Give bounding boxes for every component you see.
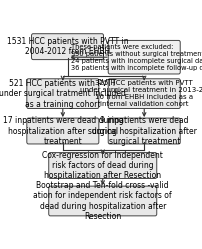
Text: 9 inpatients were dead
during hospitalization after
surgical treatment: 9 inpatients were dead during hospitaliz… xyxy=(92,116,197,146)
FancyBboxPatch shape xyxy=(108,79,180,109)
FancyBboxPatch shape xyxy=(49,186,157,216)
FancyBboxPatch shape xyxy=(32,34,104,60)
Text: Bootstrap and Ten-fold cross -valid
ation for independent risk factors of
dead d: Bootstrap and Ten-fold cross -valid atio… xyxy=(33,181,172,221)
FancyBboxPatch shape xyxy=(49,153,157,179)
Text: 521 HCC patients with PVTT
under surgical tratment included
as a training cohort: 521 HCC patients with PVTT under surgica… xyxy=(0,79,126,109)
Text: 325 HCC patients with PVTT
under surgical treatment in 2013-20
16 from EHBH incl: 325 HCC patients with PVTT under surgica… xyxy=(80,80,202,107)
Text: Cox-regression for Independent
risk factors of dead during
hospitalization after: Cox-regression for Independent risk fact… xyxy=(42,151,163,181)
Text: These patients were excluded:
950 patients without surgical treatment;
24 patien: These patients were excluded: 950 patien… xyxy=(72,44,202,71)
Text: 17 inpatients were dead during
hospitalization after surgical
treatment: 17 inpatients were dead during hospitali… xyxy=(2,116,123,146)
FancyBboxPatch shape xyxy=(27,118,99,144)
FancyBboxPatch shape xyxy=(108,40,180,74)
FancyBboxPatch shape xyxy=(108,118,180,144)
Text: 1531 HCC patients with PVTT in
2004-2012 from EHBH: 1531 HCC patients with PVTT in 2004-2012… xyxy=(7,37,128,56)
FancyBboxPatch shape xyxy=(27,79,99,109)
